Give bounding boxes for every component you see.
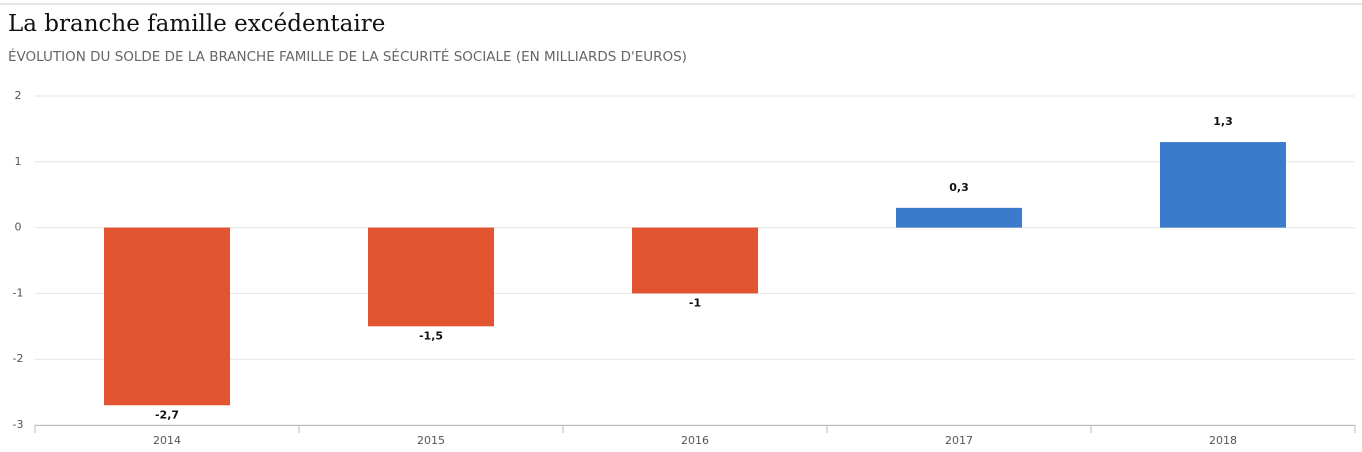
x-tick-label: 2018 — [1209, 434, 1237, 447]
value-label: 0,3 — [949, 181, 969, 194]
y-tick-label: -2 — [13, 352, 24, 365]
bar — [1160, 142, 1286, 228]
x-tick-label: 2014 — [153, 434, 181, 447]
x-tick-label: 2015 — [417, 434, 445, 447]
x-tick-label: 2016 — [681, 434, 709, 447]
bar — [896, 207, 1022, 228]
y-tick-label: -3 — [13, 418, 24, 431]
value-label: -1 — [689, 296, 701, 309]
chart-subtitle: ÉVOLUTION DU SOLDE DE LA BRANCHE FAMILLE… — [8, 48, 687, 65]
bar — [104, 227, 230, 406]
value-label: -1,5 — [419, 329, 443, 342]
y-tick-label: 0 — [15, 221, 22, 234]
y-tick-label: -1 — [13, 286, 24, 299]
bar — [632, 227, 758, 294]
value-label: 1,3 — [1213, 115, 1233, 128]
value-label: -2,7 — [155, 408, 179, 421]
bar — [368, 227, 494, 327]
chart-title: La branche famille excédentaire — [8, 11, 385, 37]
y-tick-label: 1 — [15, 155, 22, 168]
y-tick-label: 2 — [15, 89, 22, 102]
x-tick-label: 2017 — [945, 434, 973, 447]
